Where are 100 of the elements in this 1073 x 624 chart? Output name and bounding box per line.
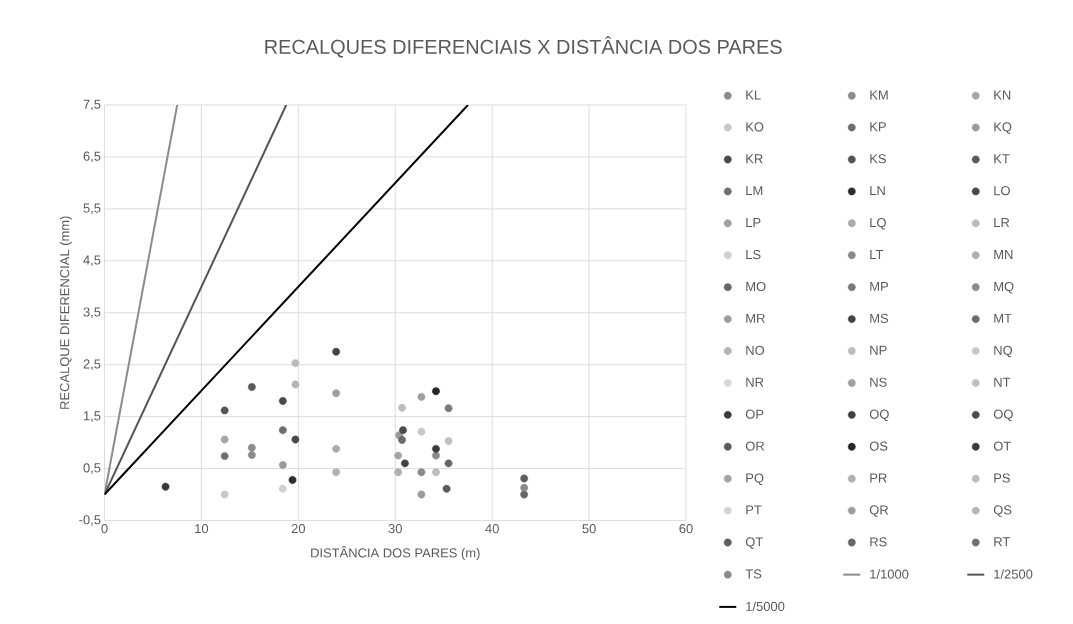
y-tick-label: 4,5 bbox=[83, 255, 101, 267]
point bbox=[394, 468, 403, 477]
legend-label: MQ bbox=[994, 281, 1014, 294]
legend-label: OT bbox=[993, 441, 1011, 451]
point bbox=[220, 452, 229, 460]
point bbox=[291, 380, 300, 389]
legend-label: MR bbox=[746, 313, 765, 323]
point bbox=[278, 397, 287, 405]
point bbox=[432, 444, 440, 453]
legend-label: QS bbox=[993, 505, 1012, 517]
point bbox=[278, 461, 287, 469]
legend-label: QT bbox=[745, 537, 763, 549]
legend-label: TS bbox=[745, 569, 762, 579]
legend-label: KS bbox=[870, 154, 886, 164]
legend-label: KQ bbox=[994, 122, 1012, 134]
chart-title: RECALQUES DIFERENCIAIS X DISTÂNCIA DOS PARES bbox=[265, 36, 782, 58]
y-tick-label: 0,5 bbox=[83, 463, 101, 474]
legend-label: MN bbox=[994, 250, 1013, 259]
legend-label: MS bbox=[870, 313, 889, 323]
point bbox=[247, 451, 256, 459]
x-axis-title: DISTÂNCIA DOS PARES (m) bbox=[311, 546, 480, 561]
legend-label: OQ bbox=[993, 409, 1013, 422]
legend-label: OR bbox=[745, 441, 765, 451]
point bbox=[432, 451, 440, 460]
legend-label: 1/1000 bbox=[870, 569, 909, 579]
x-tick-label: 40 bbox=[485, 524, 499, 534]
legend-label: LR bbox=[994, 218, 1010, 228]
point bbox=[417, 468, 426, 477]
legend-label: NP bbox=[870, 345, 887, 355]
legend-label: KM bbox=[870, 90, 888, 100]
legend-label: OS bbox=[869, 441, 888, 451]
x-tick-label: 50 bbox=[582, 524, 596, 534]
point bbox=[288, 476, 297, 484]
legend-label: RT bbox=[994, 537, 1010, 547]
legend-label: LM bbox=[746, 186, 763, 196]
point bbox=[432, 387, 440, 396]
point bbox=[220, 435, 229, 444]
x-tick-label: 20 bbox=[291, 524, 306, 534]
point bbox=[401, 459, 409, 468]
point bbox=[444, 459, 453, 468]
legend-label: RS bbox=[870, 537, 887, 547]
legend-label: LN bbox=[870, 186, 885, 196]
legend-label: LT bbox=[870, 250, 884, 259]
x-tick-label: 0 bbox=[101, 524, 108, 534]
point bbox=[332, 389, 341, 398]
point bbox=[278, 484, 287, 493]
point bbox=[442, 484, 451, 493]
x-tick-label: 30 bbox=[388, 524, 402, 534]
x-tick-label: 60 bbox=[679, 524, 693, 534]
legend-label: MO bbox=[746, 281, 766, 292]
point bbox=[432, 468, 440, 477]
legend-label: NT bbox=[994, 377, 1011, 387]
legend-label: KO bbox=[746, 122, 764, 132]
point bbox=[417, 427, 426, 436]
legend-label: KN bbox=[994, 90, 1011, 100]
y-tick-label: 6,5 bbox=[83, 151, 101, 163]
point bbox=[220, 406, 229, 415]
y-axis-title: RECALQUE DIFERENCIAL (mm) bbox=[59, 216, 72, 409]
legend-label: 1/2500 bbox=[994, 569, 1033, 579]
point bbox=[394, 451, 403, 460]
point bbox=[278, 426, 287, 435]
point bbox=[417, 392, 426, 401]
point bbox=[444, 437, 453, 445]
legend-label: NR bbox=[746, 377, 764, 387]
legend-label: PS bbox=[994, 473, 1010, 483]
legend-label: KR bbox=[746, 154, 763, 164]
legend-label: NS bbox=[870, 377, 887, 387]
legend-label: PQ bbox=[746, 473, 764, 485]
y-tick-label: -0,5 bbox=[79, 515, 101, 526]
legend-label: LS bbox=[746, 249, 761, 260]
point bbox=[444, 404, 453, 413]
point bbox=[398, 403, 406, 412]
legend-label: NQ bbox=[994, 345, 1013, 358]
point bbox=[520, 474, 529, 483]
x-tick-label: 10 bbox=[195, 524, 209, 534]
y-tick-label: 2,5 bbox=[83, 359, 101, 371]
point bbox=[399, 426, 407, 435]
point bbox=[520, 490, 529, 499]
point bbox=[520, 483, 529, 492]
legend-label: KP bbox=[870, 122, 886, 132]
point bbox=[247, 443, 256, 452]
y-tick-label: 3,5 bbox=[83, 307, 101, 319]
point bbox=[332, 347, 341, 356]
legend-label: KT bbox=[994, 154, 1010, 164]
legend-label: LP bbox=[746, 218, 761, 228]
legend-label: PT bbox=[746, 505, 762, 515]
point bbox=[291, 435, 300, 444]
legend-label: LO bbox=[994, 186, 1010, 196]
legend-label: LQ bbox=[870, 218, 886, 230]
y-tick-label: 7,5 bbox=[83, 99, 101, 111]
legend-label: QR bbox=[869, 505, 889, 517]
legend-label: MT bbox=[994, 313, 1012, 323]
point bbox=[417, 490, 426, 499]
point bbox=[398, 436, 406, 444]
point bbox=[291, 359, 300, 368]
legend-label: MP bbox=[870, 281, 888, 291]
y-tick-label: 5,5 bbox=[83, 203, 101, 215]
point bbox=[332, 444, 341, 453]
legend-label: PR bbox=[870, 473, 887, 483]
legend-label: 1/5000 bbox=[746, 601, 785, 611]
